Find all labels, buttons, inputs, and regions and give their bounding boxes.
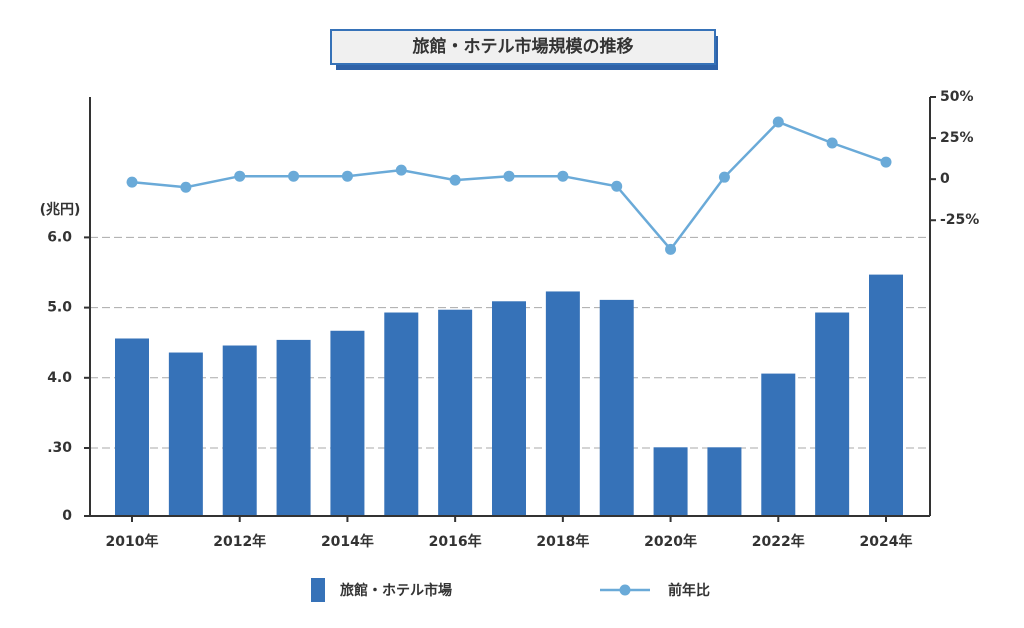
bar [384,312,419,516]
line-point [126,176,138,188]
legend-label: 旅館・ホテル市場 [340,582,452,599]
y2-tick-label: -25% [940,212,979,228]
legend-swatch [311,578,325,602]
line-point [611,180,623,192]
line-point [503,170,515,182]
bar [168,352,203,516]
y-tick-label: 5.0 [47,300,72,316]
bar [276,339,311,516]
y-axis-label: (兆円) [40,202,81,218]
y2-tick-label: 25% [940,130,974,146]
y2-tick-label: 0 [940,171,950,187]
line-point [449,174,461,186]
line-point [395,164,407,176]
y-tick-label: 6.0 [47,229,72,245]
x-tick-label: 2018年 [536,533,589,550]
line-point [288,170,300,182]
line-point [826,137,838,149]
y-tick-label: .30 [47,440,72,456]
y-tick-label: 4.0 [47,370,72,386]
bar [492,301,526,516]
x-tick-label: 2010年 [106,533,159,550]
bar [761,373,796,516]
bar [653,447,688,516]
line-point [772,116,784,128]
bar [815,312,850,516]
x-tick-label: 2022年 [752,533,805,550]
line-point [718,171,730,183]
bar [330,330,365,516]
bar [869,274,903,516]
y-tick-label: 0 [62,508,72,524]
bar [545,291,580,516]
line-point [557,170,569,182]
x-tick-label: 2024年 [860,533,913,550]
line-point [341,170,353,182]
x-tick-label: 2020年 [644,533,697,550]
x-tick-label: 2012年 [213,533,266,550]
line-point [234,170,246,182]
x-tick-label: 2014年 [321,533,374,550]
bar [115,338,149,516]
legend-swatch [619,584,631,596]
chart-title: 旅館・ホテル市場規模の推移 [413,36,634,57]
bar [599,299,634,516]
y2-tick-label: 50% [940,89,974,105]
bar [707,447,742,516]
line [131,120,887,252]
bar [438,309,473,516]
line-point [180,181,192,193]
line-point [665,243,677,255]
line-point [880,156,892,168]
legend-label: 前年比 [668,582,710,599]
x-tick-label: 2016年 [429,533,482,550]
title-box [330,29,716,65]
bar [222,345,257,516]
